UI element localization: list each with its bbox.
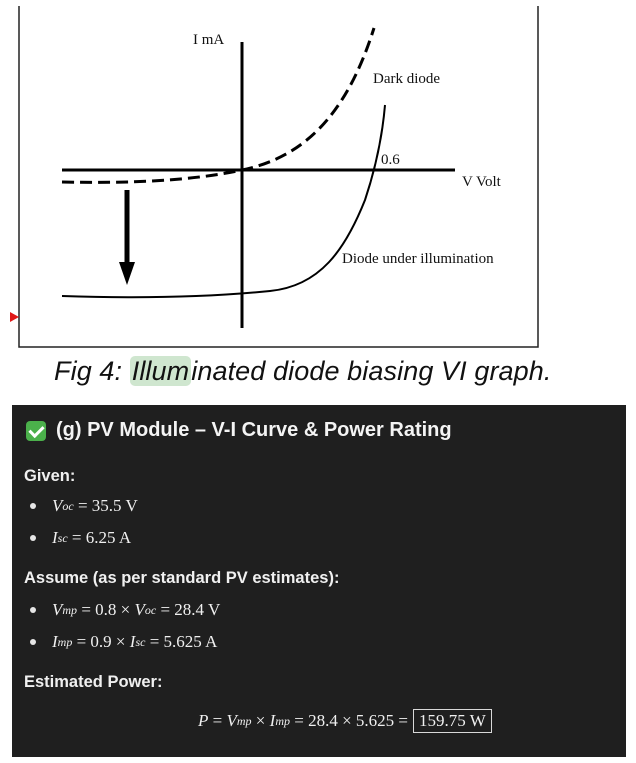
solution-panel: (g) PV Module – V-I Curve & Power Rating… <box>12 405 626 757</box>
i-var: I <box>269 711 276 730</box>
shift-arrow-head <box>119 262 135 285</box>
imp-value: = 5.625 A <box>149 632 218 651</box>
vmp-ref-var: V <box>134 600 145 619</box>
voltage-mark-label: 0.6 <box>381 152 400 168</box>
figure-frame <box>18 6 539 348</box>
power-label: Estimated Power: <box>24 673 163 691</box>
caption-prefix: Fig 4: <box>54 356 130 386</box>
i-sub: mp <box>275 713 290 728</box>
caption-highlight: Illum <box>129 356 192 386</box>
illuminated-diode-curve <box>61 104 386 299</box>
figure-caption: Fig 4: Illuminated diode biasing VI grap… <box>54 356 552 387</box>
power-calc: = 28.4 × 5.625 = <box>294 711 408 730</box>
voc-var: V <box>52 496 63 515</box>
bullet-dot <box>30 607 36 613</box>
figure-area: I mA V Volt 0.6 Dark diode Diode under i… <box>10 6 552 387</box>
vmp-ref-sub: oc <box>144 602 157 617</box>
imp-var: I <box>52 632 58 651</box>
imp-ref-sub: sc <box>135 634 146 649</box>
imp-sub: mp <box>57 634 73 649</box>
assume-label: Assume (as per standard PV estimates): <box>24 569 340 587</box>
times-sign: × <box>255 711 266 730</box>
vi-graph: I mA V Volt 0.6 Dark diode Diode under i… <box>18 6 539 348</box>
voc-sub: oc <box>62 498 74 513</box>
power-result-box: 159.75 W <box>413 709 492 733</box>
v-var: V <box>226 711 237 730</box>
dark-diode-curve <box>61 27 376 184</box>
vmp-mid: = 0.8 × <box>81 600 131 619</box>
x-axis-label: V Volt <box>462 174 502 190</box>
given-label: Given: <box>24 467 76 485</box>
panel-title: (g) PV Module – V-I Curve & Power Rating <box>26 419 452 442</box>
imp-mid: = 0.9 × <box>76 632 126 651</box>
p-var: P <box>198 711 209 730</box>
voc-value: = 35.5 V <box>77 496 138 515</box>
isc-sub: sc <box>57 530 68 545</box>
red-triangle-marker-icon <box>10 312 19 322</box>
isc-var: I <box>52 528 58 547</box>
bullet-dot <box>30 535 36 541</box>
isc-value: = 6.25 A <box>71 528 132 547</box>
check-icon <box>26 420 46 441</box>
v-sub: mp <box>236 713 252 728</box>
y-axis-label: I mA <box>193 32 224 48</box>
bullet-dot <box>30 503 36 509</box>
bullet-dot <box>30 639 36 645</box>
vmp-value: = 28.4 V <box>160 600 221 619</box>
illuminated-curve-label: Diode under illumination <box>342 251 494 267</box>
caption-suffix: inated diode biasing VI graph. <box>191 356 552 386</box>
vmp-sub: mp <box>62 602 78 617</box>
dark-curve-label: Dark diode <box>373 71 440 87</box>
panel-title-text: (g) PV Module – V-I Curve & Power Rating <box>56 419 452 441</box>
p-eq: = <box>212 711 223 730</box>
vmp-var: V <box>52 600 63 619</box>
imp-ref-var: I <box>129 632 136 651</box>
